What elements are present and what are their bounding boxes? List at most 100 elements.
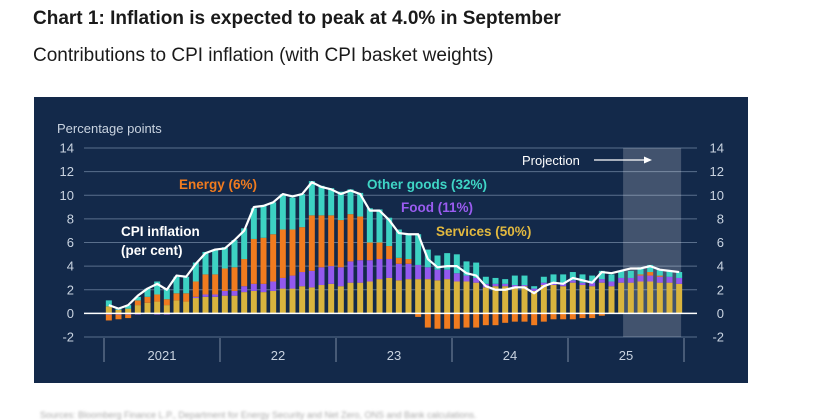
bar-segment-food: [192, 296, 199, 299]
bar-segment-energy: [173, 293, 180, 301]
bar-segment-other: [598, 270, 605, 280]
bar-segment-services: [521, 286, 528, 314]
bar-segment-energy: [279, 229, 286, 278]
bar-segment-services: [424, 279, 431, 314]
label-services: Services (50%): [436, 224, 531, 239]
bar-segment-energy: [376, 242, 383, 260]
chart-subtitle: Contributions to CPI inflation (with CPI…: [33, 45, 494, 66]
bar-segment-other: [308, 181, 315, 216]
chart-title: Chart 1: Inflation is expected to peak a…: [33, 8, 561, 29]
bar-segment-services: [415, 279, 422, 314]
bar-segment-energy: [250, 238, 257, 284]
source-footnote: Sources: Bloomberg Finance L.P., Departm…: [40, 410, 477, 420]
bar-segment-services: [579, 285, 586, 314]
bar-segment-energy: [212, 274, 219, 295]
bar-segment-energy: [366, 242, 373, 261]
bar-segment-other: [560, 274, 567, 284]
bar-segment-energy: [434, 313, 441, 329]
bar-segment-energy: [540, 313, 547, 322]
bar-segment-food: [231, 290, 238, 296]
bar-segment-food: [337, 267, 344, 287]
bar-segment-food: [618, 277, 625, 283]
bar-segment-food: [444, 269, 451, 280]
bar-segment-services: [328, 283, 335, 314]
bar-segment-services: [463, 281, 470, 314]
bar-segment-energy: [357, 216, 364, 261]
bar-segment-other: [357, 192, 364, 217]
bar-segment-energy: [482, 313, 489, 326]
bar-segment-other: [183, 276, 190, 294]
bar-segment-energy: [598, 313, 605, 316]
bar-segment-services: [627, 282, 634, 314]
bar-segment-other: [202, 251, 209, 275]
bar-segment-other: [231, 240, 238, 268]
bar-segment-services: [434, 280, 441, 314]
bar-segment-food: [492, 283, 499, 287]
bar-segment-services: [125, 308, 132, 314]
bar-segment-other: [676, 272, 683, 278]
bar-segment-services: [202, 296, 209, 314]
x-tick-label: 24: [503, 348, 517, 363]
bar-segment-food: [415, 264, 422, 280]
y-tick-label-right: -2: [712, 330, 724, 345]
bar-segment-services: [676, 283, 683, 314]
bar-segment-services: [608, 286, 615, 314]
bar-segment-food: [279, 277, 286, 289]
bar-segment-services: [308, 287, 315, 314]
projection-arrow-icon: [594, 156, 652, 164]
bar-segment-other: [482, 276, 489, 284]
y-tick-label-left: -2: [62, 330, 74, 345]
y-tick-label-right: 0: [717, 306, 724, 321]
bar-segment-services: [221, 295, 228, 314]
bar-segment-services: [260, 292, 267, 314]
bar-segment-other: [637, 267, 644, 275]
bar-segment-services: [270, 290, 277, 314]
bar-segment-services: [289, 288, 296, 314]
y-axis-right: 14 12 10 8 6 4 2 0 -2: [710, 141, 724, 345]
bar-segment-food: [386, 259, 393, 278]
bar-segment-services: [444, 279, 451, 314]
bar-segment-other: [618, 270, 625, 278]
bar-segment-services: [115, 309, 122, 314]
bar-segment-energy: [347, 214, 354, 262]
bar-segment-services: [386, 277, 393, 314]
bar-segment-other: [511, 275, 518, 286]
bar-segment-services: [511, 287, 518, 314]
bar-segment-services: [299, 286, 306, 314]
label-cpi-inflation: CPI inflation (per cent): [121, 224, 204, 258]
x-tick-label: 2021: [148, 348, 177, 363]
label-food: Food (11%): [401, 200, 473, 215]
bar-segment-services: [183, 301, 190, 314]
bar-segment-energy: [647, 272, 654, 276]
bar-segment-energy: [144, 296, 151, 303]
bar-segment-food: [511, 285, 518, 288]
y-tick-label-left: 8: [67, 211, 74, 226]
bar-segment-other: [627, 270, 634, 278]
bar-segment-energy: [560, 313, 567, 320]
bar-segment-services: [637, 281, 644, 314]
y-tick-label-left: 14: [60, 141, 74, 156]
bar-segment-food: [676, 277, 683, 284]
bar-segment-other: [347, 189, 354, 215]
bar-segment-energy: [125, 314, 132, 319]
bar-segment-energy: [270, 234, 277, 282]
bar-segment-services: [647, 281, 654, 314]
y-tick-label-left: 0: [67, 306, 74, 321]
bar-segment-services: [618, 282, 625, 314]
bar-segment-services: [598, 282, 605, 314]
bar-segment-other: [434, 255, 441, 270]
y-tick-label-left: 4: [67, 259, 74, 274]
bar-segment-food: [569, 280, 576, 283]
bar-segment-other: [125, 305, 132, 309]
bar-segment-services: [241, 292, 248, 314]
bar-segment-other: [299, 194, 306, 228]
bar-segment-other: [134, 296, 141, 301]
bar-segment-other: [337, 191, 344, 221]
bar-segment-energy: [463, 313, 470, 328]
bar-segment-food: [608, 281, 615, 287]
bar-segment-other: [521, 275, 528, 286]
cpi-inflation-line: [108, 181, 680, 310]
bar-segment-energy: [308, 215, 315, 271]
bar-segment-food: [434, 269, 441, 281]
